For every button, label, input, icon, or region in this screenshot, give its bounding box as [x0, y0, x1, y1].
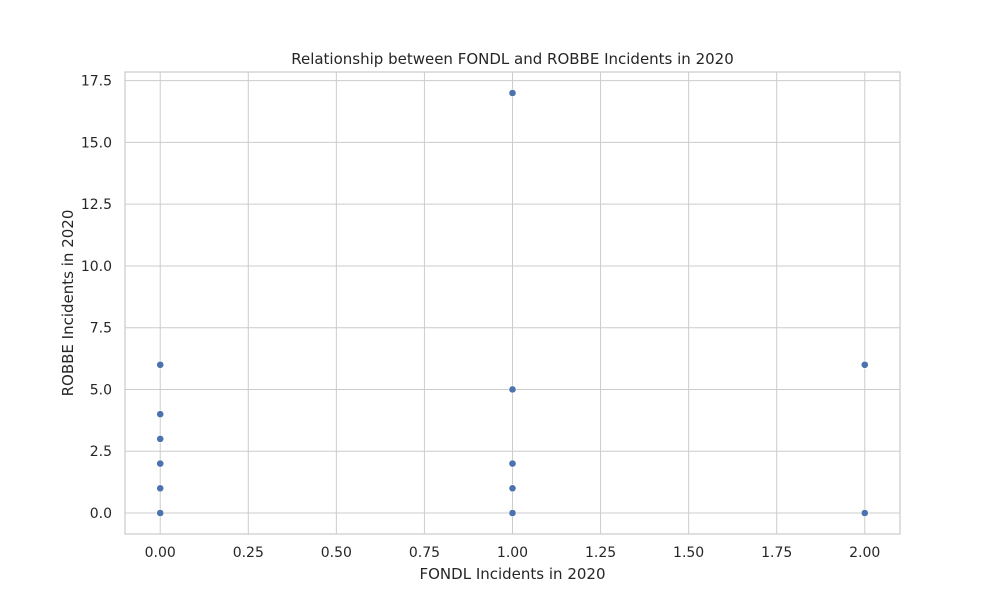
chart-title: Relationship between FONDL and ROBBE Inc…: [291, 50, 734, 68]
data-point: [508, 509, 517, 517]
x-tick-label: 0.50: [321, 545, 352, 561]
x-tick-label: 0.75: [409, 545, 440, 561]
x-tick-label: 0.00: [145, 545, 176, 561]
y-tick-label: 0.0: [90, 506, 112, 522]
data-point: [156, 360, 165, 369]
x-axis-ticks: 0.00 0.25 0.50 0.75 1.00 1.25 1.50 1.75 2.00: [145, 545, 881, 561]
data-point: [860, 360, 869, 369]
x-tick-label: 1.75: [761, 545, 792, 561]
y-tick-label: 5.0: [90, 382, 112, 398]
x-tick-label: 0.25: [233, 545, 264, 561]
y-tick-label: 7.5: [90, 321, 112, 337]
data-points: [156, 89, 869, 517]
x-axis-label: FONDL Incidents in 2020: [419, 565, 605, 583]
grid: [125, 72, 900, 534]
y-tick-label: 15.0: [81, 135, 112, 151]
y-tick-label: 10.0: [81, 259, 112, 275]
x-tick-label: 1.50: [673, 545, 704, 561]
x-tick-label: 2.00: [849, 545, 880, 561]
y-tick-label: 12.5: [81, 197, 112, 213]
y-axis-ticks: 0.0 2.5 5.0 7.5 10.0 12.5 15.0 17.5: [81, 74, 112, 522]
data-point: [156, 459, 165, 468]
x-tick-label: 1.25: [585, 545, 616, 561]
data-point: [156, 410, 165, 419]
y-axis-label: ROBBE Incidents in 2020: [59, 210, 77, 397]
data-point: [508, 89, 517, 97]
y-tick-label: 17.5: [81, 74, 112, 90]
data-point: [156, 509, 165, 517]
data-point: [860, 509, 869, 517]
plot-area-frame: [124, 71, 901, 535]
data-point: [508, 385, 517, 394]
data-point: [156, 484, 165, 493]
data-point: [156, 434, 165, 443]
data-point: [508, 484, 517, 493]
data-point: [508, 459, 517, 468]
y-tick-label: 2.5: [90, 444, 112, 460]
x-tick-label: 1.00: [497, 545, 528, 561]
